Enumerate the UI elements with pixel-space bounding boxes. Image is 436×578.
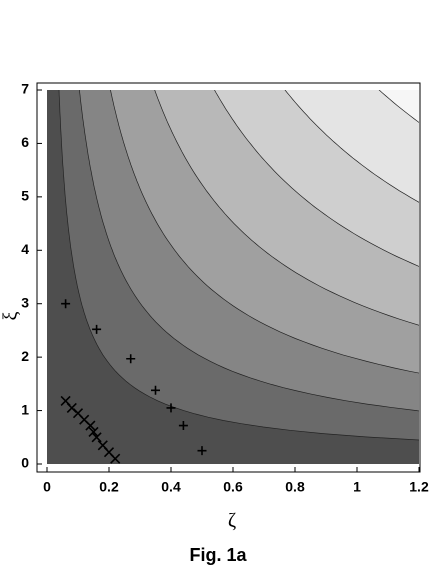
scatter-point xyxy=(92,324,102,334)
frame xyxy=(36,82,421,473)
y-axis-label: ξ xyxy=(0,311,22,320)
x-tick-label: 1.2 xyxy=(409,479,429,495)
y-tick-label: 3 xyxy=(21,294,29,310)
y-tick-label: 6 xyxy=(21,134,29,150)
y-tick-label: 2 xyxy=(21,348,29,364)
x-tick-label: 1 xyxy=(353,479,361,495)
chart-title: Fig. 1a xyxy=(189,545,247,565)
scatter-point xyxy=(197,446,207,456)
y-tick-label: 0 xyxy=(21,455,29,471)
x-tick-label: 0.4 xyxy=(161,479,181,495)
y-tick-label: 1 xyxy=(21,401,29,417)
scatter-point xyxy=(178,421,188,431)
y-tick-label: 5 xyxy=(21,188,29,204)
scatter-point xyxy=(151,385,160,395)
scatter-point xyxy=(61,299,71,309)
scatter-point xyxy=(91,432,102,443)
y-tick-label: 4 xyxy=(21,241,29,257)
contour-band xyxy=(378,90,419,123)
scatter-point xyxy=(85,420,96,431)
scatter-point xyxy=(126,354,136,364)
y-tick-label: 7 xyxy=(21,81,29,97)
scatter-point xyxy=(166,403,176,413)
x-tick-label: 0 xyxy=(43,479,51,495)
x-tick-label: 0.6 xyxy=(223,479,243,495)
scatter-point xyxy=(110,453,121,464)
x-tick-label: 0.8 xyxy=(285,479,305,495)
scatter-point xyxy=(88,426,99,438)
contour-band xyxy=(284,90,419,203)
x-tick-label: 0.2 xyxy=(99,479,119,495)
contour-background xyxy=(47,90,419,464)
x-axis-label: ζ xyxy=(228,510,236,532)
